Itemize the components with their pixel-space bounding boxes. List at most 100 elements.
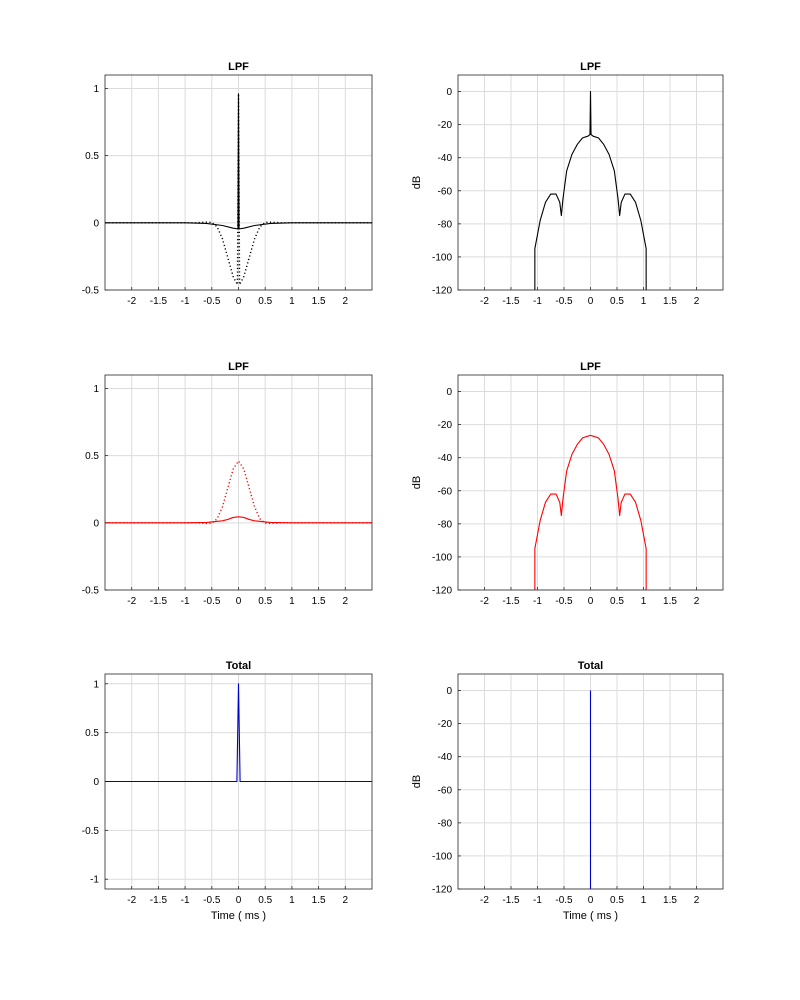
y-axis-label: dB <box>411 176 423 189</box>
x-tick-label: -1.5 <box>502 596 520 607</box>
x-tick-label: 0.5 <box>258 895 272 906</box>
x-tick-label: 0.5 <box>610 596 624 607</box>
x-tick-label: 2 <box>343 296 349 307</box>
x-tick-label: -0.5 <box>203 296 221 307</box>
axes-frame <box>457 374 724 591</box>
x-tick-label: 0 <box>236 895 242 906</box>
y-tick-label: -100 <box>432 851 452 862</box>
x-tick-label: -0.5 <box>203 596 221 607</box>
x-tick-label: -2 <box>480 296 489 307</box>
y-tick-label: -1 <box>90 875 99 886</box>
y-tick-label: -20 <box>438 420 453 431</box>
x-tick-label: 1.5 <box>312 596 326 607</box>
chart-panel-5: -2 -1.5 -1 -0.5 0 0.5 1 1.5 2 -1 -0.5 0 0.5 1 Total Tim… <box>82 660 373 922</box>
y-tick-label: -100 <box>432 552 452 563</box>
y-tick-label: -40 <box>438 752 453 763</box>
x-tick-label: -0.5 <box>555 596 573 607</box>
x-tick-label: 0 <box>236 596 242 607</box>
series-line-1 <box>105 683 372 783</box>
y-tick-label: -20 <box>438 719 453 730</box>
x-tick-label: 2 <box>343 596 349 607</box>
x-tick-label: -1 <box>181 596 190 607</box>
y-tick-label: 0 <box>446 87 452 98</box>
x-tick-label: -0.5 <box>203 895 221 906</box>
x-tick-label: -2 <box>480 596 489 607</box>
y-tick-label: -0.5 <box>82 286 100 297</box>
y-tick-label: -80 <box>438 219 453 230</box>
x-tick-label: 1 <box>289 596 295 607</box>
chart-panel-1: -2 -1.5 -1 -0.5 0 0.5 1 1.5 2 -0.5 0 0.5 1 LPF <box>82 61 373 307</box>
y-tick-label: 0 <box>93 777 99 788</box>
x-tick-label: 0 <box>588 895 594 906</box>
x-tick-label: -2 <box>127 895 136 906</box>
x-tick-label: -1.5 <box>502 296 520 307</box>
x-tick-label: -1.5 <box>150 296 168 307</box>
x-tick-label: -2 <box>127 296 136 307</box>
chart-title: LPF <box>580 61 601 73</box>
x-tick-label: 0 <box>236 296 242 307</box>
x-tick-label: 1 <box>641 296 647 307</box>
y-tick-label: -100 <box>432 252 452 263</box>
axes-frame <box>457 74 724 291</box>
x-tick-label: 2 <box>343 895 349 906</box>
x-tick-label: -0.5 <box>555 296 573 307</box>
x-tick-label: 1.5 <box>312 895 326 906</box>
x-tick-label: -1 <box>181 895 190 906</box>
y-tick-label: 1 <box>93 84 99 95</box>
x-tick-label: 1.5 <box>312 296 326 307</box>
series-line-1 <box>105 516 372 524</box>
y-tick-label: -80 <box>438 818 453 829</box>
chart-panel-3: -2 -1.5 -1 -0.5 0 0.5 1 1.5 2 -0.5 0 0.5 1 LPF <box>82 361 373 607</box>
x-tick-label: -1 <box>181 296 190 307</box>
chart-title: LPF <box>228 61 249 73</box>
x-tick-label: 0.5 <box>610 895 624 906</box>
chart-panel-2: -2 -1.5 -1 -0.5 0 0.5 1 1.5 2 -120 -100 -80 -60 -40 -2… <box>411 61 724 307</box>
x-tick-label: -1.5 <box>150 596 168 607</box>
y-tick-label: -0.5 <box>82 586 100 597</box>
y-tick-label: -60 <box>438 186 453 197</box>
chart-title: Total <box>226 660 251 672</box>
x-tick-label: 1.5 <box>663 895 677 906</box>
series-line-1 <box>105 93 372 230</box>
chart-title: Total <box>578 660 603 672</box>
x-tick-label: 0.5 <box>258 596 272 607</box>
y-tick-label: -120 <box>432 885 452 896</box>
y-tick-label: -40 <box>438 453 453 464</box>
x-tick-label: 1 <box>289 895 295 906</box>
x-tick-label: 1 <box>641 596 647 607</box>
y-tick-label: -80 <box>438 519 453 530</box>
y-tick-label: -20 <box>438 120 453 131</box>
x-tick-label: -1 <box>533 296 542 307</box>
x-tick-label: 2 <box>694 296 700 307</box>
x-axis-label: Time ( ms ) <box>563 910 618 922</box>
axes-frame <box>104 374 373 591</box>
x-axis-label: Time ( ms ) <box>211 910 266 922</box>
x-tick-label: -2 <box>127 596 136 607</box>
y-tick-label: -120 <box>432 586 452 597</box>
x-tick-label: -0.5 <box>555 895 573 906</box>
chart-panel-6: -2 -1.5 -1 -0.5 0 0.5 1 1.5 2 -120 -100 -80 -60 -40 -2… <box>411 660 724 922</box>
y-tick-label: -60 <box>438 785 453 796</box>
y-tick-label: 0 <box>446 686 452 697</box>
axes-frame <box>104 673 373 890</box>
y-tick-label: -40 <box>438 153 453 164</box>
x-tick-label: 0 <box>588 596 594 607</box>
y-tick-label: -60 <box>438 486 453 497</box>
y-axis-label: dB <box>411 775 423 788</box>
y-tick-label: 0 <box>93 218 99 229</box>
y-tick-label: -0.5 <box>82 826 100 837</box>
x-tick-label: 1 <box>641 895 647 906</box>
x-tick-label: 2 <box>694 895 700 906</box>
y-tick-label: 0.5 <box>85 451 99 462</box>
x-tick-label: -2 <box>480 895 489 906</box>
x-tick-label: 2 <box>694 596 700 607</box>
chart-title: LPF <box>228 361 249 373</box>
x-tick-label: 1.5 <box>663 596 677 607</box>
series-line-1 <box>534 90 647 290</box>
x-tick-label: 1 <box>289 296 295 307</box>
x-tick-label: 0.5 <box>258 296 272 307</box>
y-tick-label: -120 <box>432 286 452 297</box>
y-tick-label: 1 <box>93 384 99 395</box>
x-tick-label: 1.5 <box>663 296 677 307</box>
